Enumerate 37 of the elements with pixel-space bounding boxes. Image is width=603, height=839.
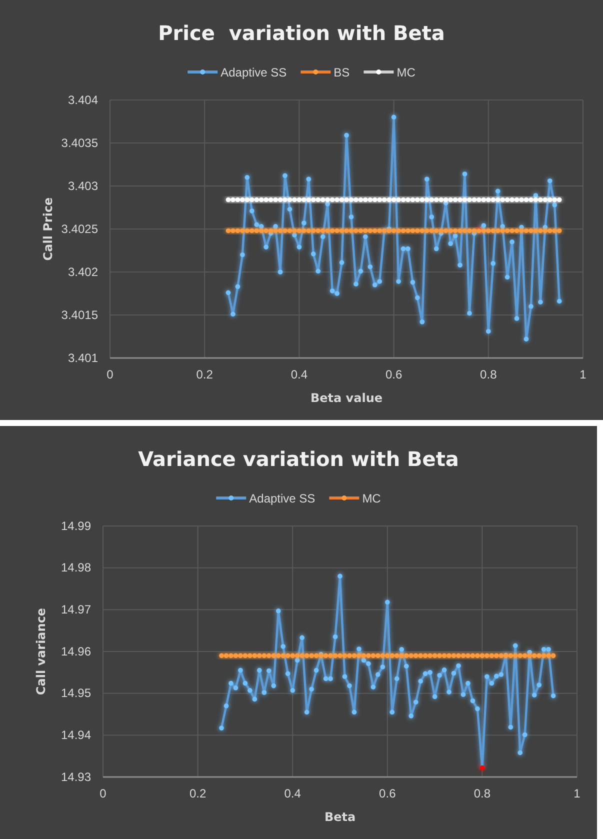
y-tick-label: 3.4015 xyxy=(61,308,98,322)
y-tick-label: 14.98 xyxy=(60,560,92,575)
x-tick-label: 0.4 xyxy=(284,786,302,801)
y-tick-label: 3.401 xyxy=(68,350,98,365)
x-tick-label: 0 xyxy=(100,786,107,801)
legend-label: BS xyxy=(334,66,350,80)
y-tick-label: 14.96 xyxy=(60,644,92,658)
x-tick-label: 1 xyxy=(580,368,587,382)
y-tick-label: 3.404 xyxy=(68,92,98,107)
x-tick-label: 0.8 xyxy=(480,368,498,382)
y-tick-label: 14.94 xyxy=(60,728,92,742)
x-tick-label: 0.8 xyxy=(474,786,491,801)
x-axis-title: Beta value xyxy=(310,391,383,405)
x-tick-label: 0.6 xyxy=(385,368,402,382)
y-tick-label: 14.97 xyxy=(60,602,92,617)
y-tick-label: 3.403 xyxy=(68,178,98,193)
x-tick-label: 0 xyxy=(106,368,114,382)
legend-label: Adaptive SS xyxy=(249,492,316,506)
x-tick-label: 0.6 xyxy=(379,786,396,801)
x-tick-label: 1 xyxy=(574,786,581,801)
x-axis-title: Beta xyxy=(324,810,356,824)
chart-title: Price variation with Beta xyxy=(158,21,445,45)
x-tick-label: 0.2 xyxy=(196,368,214,382)
y-tick-label: 3.4025 xyxy=(61,222,98,236)
legend-label: MC xyxy=(396,66,416,80)
y-tick-label: 14.99 xyxy=(60,518,92,533)
y-tick-label: 14.95 xyxy=(60,686,92,700)
y-axis-title: Call Price xyxy=(41,197,55,261)
chart-title: Variance variation with Beta xyxy=(138,447,459,471)
legend-label: Adaptive SS xyxy=(220,66,287,80)
x-tick-label: 0.4 xyxy=(290,368,308,382)
y-tick-label: 3.4035 xyxy=(61,136,98,150)
y-tick-label: 14.93 xyxy=(60,770,92,784)
legend-label: MC xyxy=(362,492,382,506)
x-tick-label: 0.2 xyxy=(189,786,206,801)
y-axis-title: Call variance xyxy=(34,608,48,696)
y-tick-label: 3.402 xyxy=(68,264,98,279)
